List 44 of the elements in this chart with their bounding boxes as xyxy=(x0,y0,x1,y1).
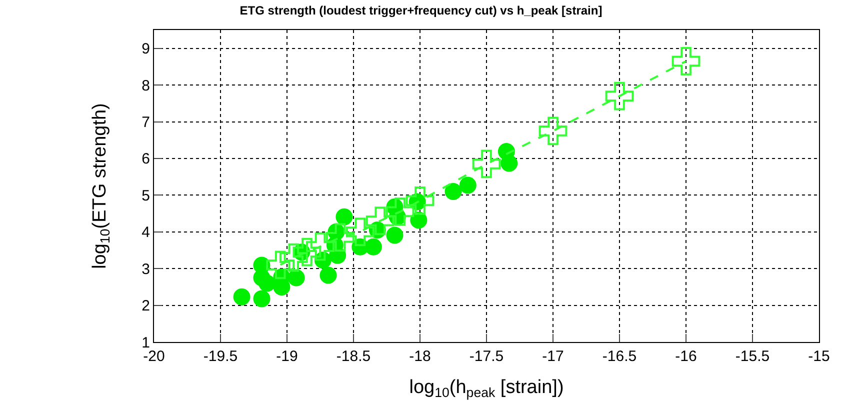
point xyxy=(459,176,476,194)
y-tick-label: 9 xyxy=(142,40,150,58)
x-tick-label: -17 xyxy=(542,348,564,365)
x-tick-label: -18.5 xyxy=(336,348,371,365)
chart-title: ETG strength (loudest trigger+frequency cut) vs h_peak [strain] xyxy=(240,4,602,18)
point xyxy=(366,206,394,236)
point xyxy=(336,208,353,226)
x-tick-label: -16 xyxy=(675,348,697,365)
point xyxy=(288,269,305,286)
y-tick-label: 3 xyxy=(142,260,150,278)
x-axis-title: log$_{10}$(h$_{peak}$ [strain]) xyxy=(409,376,564,400)
point xyxy=(306,232,334,261)
point xyxy=(538,116,568,146)
y-tick-label: 4 xyxy=(142,224,150,242)
point xyxy=(266,250,295,280)
y-tick-label: 2 xyxy=(142,298,150,315)
x-tick-label: -16.5 xyxy=(602,348,637,365)
point xyxy=(364,238,382,256)
point xyxy=(444,183,462,200)
point xyxy=(346,218,374,246)
x-tick-label: -18 xyxy=(409,348,431,365)
point xyxy=(253,290,270,308)
x-tick-label: -19.5 xyxy=(203,348,238,365)
point xyxy=(292,238,322,266)
point xyxy=(472,150,501,178)
point xyxy=(320,266,337,284)
point xyxy=(386,226,404,244)
x-tick-label: -15 xyxy=(808,348,830,365)
y-tick-label: 5 xyxy=(142,187,150,204)
point xyxy=(500,154,518,172)
y-tick-label: 8 xyxy=(142,77,150,94)
point xyxy=(605,82,634,110)
point xyxy=(406,186,434,215)
x-tick-label: -15.5 xyxy=(735,348,770,365)
y-tick-label: 7 xyxy=(142,114,150,132)
point xyxy=(233,288,250,306)
point xyxy=(386,197,414,226)
x-tick-label: -19 xyxy=(276,348,298,365)
y-tick-label: 6 xyxy=(142,150,150,168)
point xyxy=(326,223,354,252)
x-tick-label: -17.5 xyxy=(469,348,504,365)
point xyxy=(672,47,700,76)
point xyxy=(258,274,276,292)
point xyxy=(279,243,308,272)
